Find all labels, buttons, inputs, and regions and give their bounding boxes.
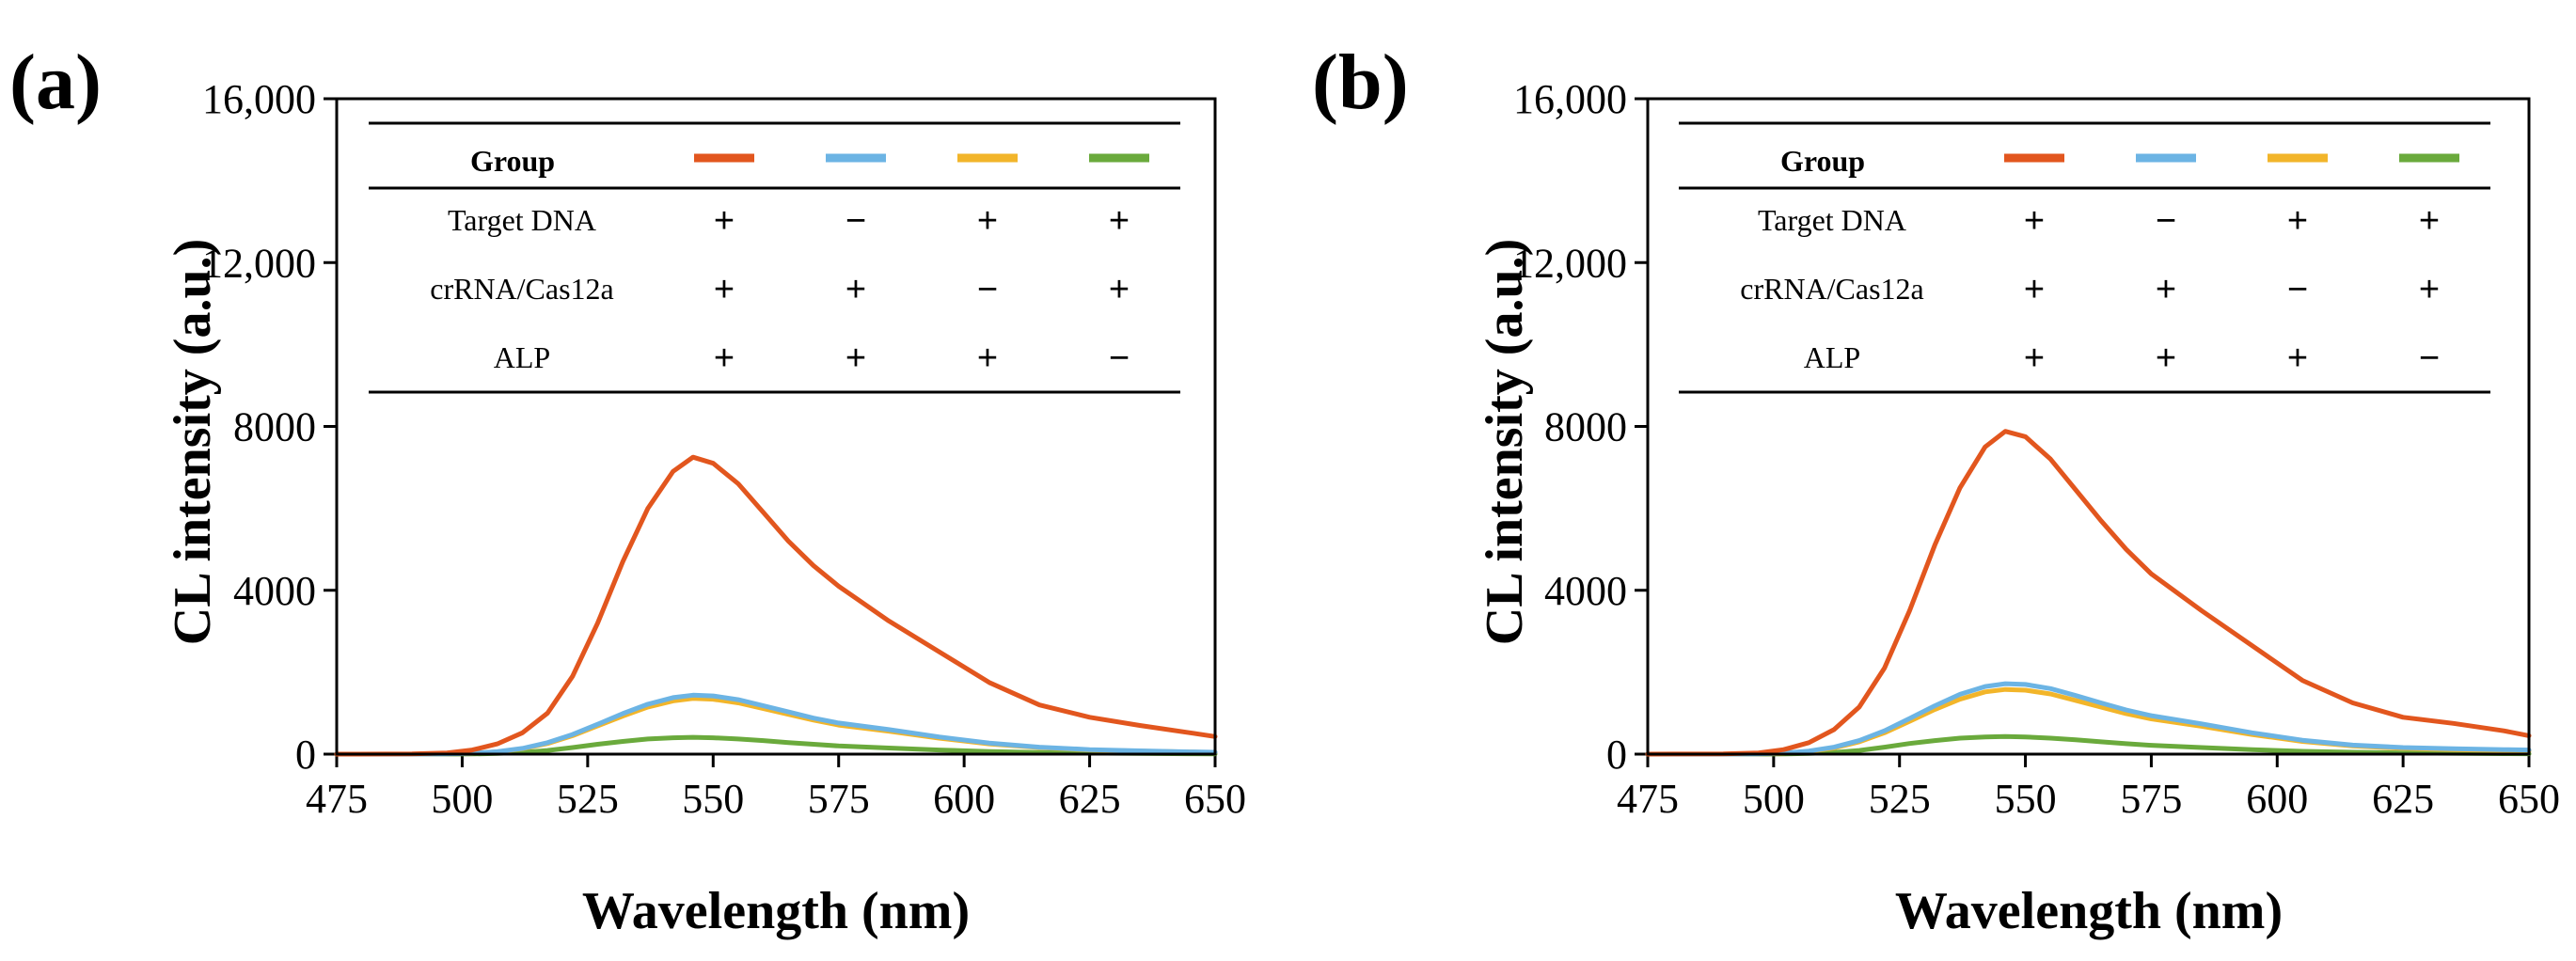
table-sign: + [2287,201,2308,241]
legend-table: Group Target DNA + − + + crRNA/Cas12a + + − + ALP +… [1679,121,2490,394]
table-sign: + [1109,201,1130,241]
y-tick-label: 8000 [233,404,316,450]
table-row-label: crRNA/Cas12a [1740,272,1924,306]
x-tick-label: 550 [682,776,744,822]
table-sign: − [1109,339,1130,378]
x-tick-label: 600 [933,776,995,822]
x-tick-label: 650 [2498,776,2560,822]
x-tick-label: 575 [808,776,870,822]
series-line-2 [1645,681,2532,757]
table-header-label: Group [1780,144,1865,178]
legend-table: Group Target DNA + − + + crRNA/Cas12a + + − + ALP +… [369,121,1180,394]
x-tick-label: 575 [2120,776,2182,822]
table-sign: + [714,201,735,241]
table-rows: Target DNA + − + + crRNA/Cas12a + + − + ALP + + + − [1740,201,2440,378]
table-sign: + [2024,201,2045,241]
x-tick-label: 600 [2246,776,2308,822]
axis-ticks [1635,97,2531,767]
data-series-group [1645,429,2532,757]
x-tick-label: 550 [1995,776,2057,822]
y-tick-label: 16,000 [202,76,316,122]
x-tick-label: 525 [1869,776,1931,822]
y-tick-label: 0 [1606,732,1627,778]
data-series-group [334,454,1218,757]
axis-tick-labels: 475 500 525 550 575 600 625 650 0 4000 8000 12,000 1… [202,76,1246,822]
table-sign: + [2287,339,2308,378]
chart-panel-b: (b) CL intensity (a.u.) Wavelength (nm) … [1312,39,2560,940]
axis-tick-labels: 475 500 525 550 575 600 625 650 0 4000 8000 12,000 1… [1513,76,2560,822]
table-sign: + [977,339,998,378]
x-tick-label: 475 [1617,776,1679,822]
table-sign: − [2287,270,2308,309]
x-tick-label: 625 [1059,776,1121,822]
table-sign: − [977,270,998,309]
table-row-label: Target DNA [448,203,596,237]
series-line-2 [334,692,1218,757]
x-axis-title: Wavelength (nm) [582,882,970,940]
y-tick-label: 4000 [233,568,316,614]
x-tick-label: 500 [431,776,493,822]
y-tick-label: 12,000 [1513,240,1627,286]
y-tick-label: 8000 [1544,404,1627,450]
table-sign: + [2156,339,2176,378]
y-tick-label: 16,000 [1513,76,1627,122]
x-axis-title: Wavelength (nm) [1895,882,2283,940]
y-tick-label: 12,000 [202,240,316,286]
table-sign: + [714,339,735,378]
table-rows: Target DNA + − + + crRNA/Cas12a + + − + ALP + + + − [430,201,1130,378]
table-row-label: ALP [1804,340,1860,374]
axis-ticks [324,97,1217,767]
y-tick-label: 0 [295,732,316,778]
table-sign: + [1109,270,1130,309]
table-sign: + [2419,201,2440,241]
table-sign: + [2419,270,2440,309]
table-sign: + [714,270,735,309]
plot-frame [1646,97,2531,756]
x-tick-label: 650 [1184,776,1246,822]
table-sign: + [845,339,866,378]
table-row-label: ALP [494,340,550,374]
series-line-1 [334,454,1218,757]
table-row-label: Target DNA [1758,203,1906,237]
table-header-label: Group [470,144,555,178]
series-line-1 [1645,429,2532,757]
x-tick-label: 500 [1743,776,1805,822]
x-tick-label: 625 [2372,776,2434,822]
table-row-label: crRNA/Cas12a [430,272,614,306]
y-axis-title: CL intensity (a.u.) [164,239,222,646]
panel-label: (b) [1312,39,1409,126]
chart-panel-a: (a) CL intensity (a.u.) Wavelength (nm) … [9,39,1246,940]
table-sign: + [845,270,866,309]
table-sign: + [2024,339,2045,378]
panel-label: (a) [9,39,102,126]
table-sign: − [2419,339,2440,378]
plot-frame [335,97,1217,756]
table-sign: − [2156,201,2176,241]
x-tick-label: 525 [557,776,619,822]
table-sign: − [845,201,866,241]
table-sign: + [2156,270,2176,309]
table-sign: + [2024,270,2045,309]
y-axis-title: CL intensity (a.u.) [1476,239,1534,646]
x-tick-label: 475 [306,776,368,822]
table-sign: + [977,201,998,241]
y-tick-label: 4000 [1544,568,1627,614]
